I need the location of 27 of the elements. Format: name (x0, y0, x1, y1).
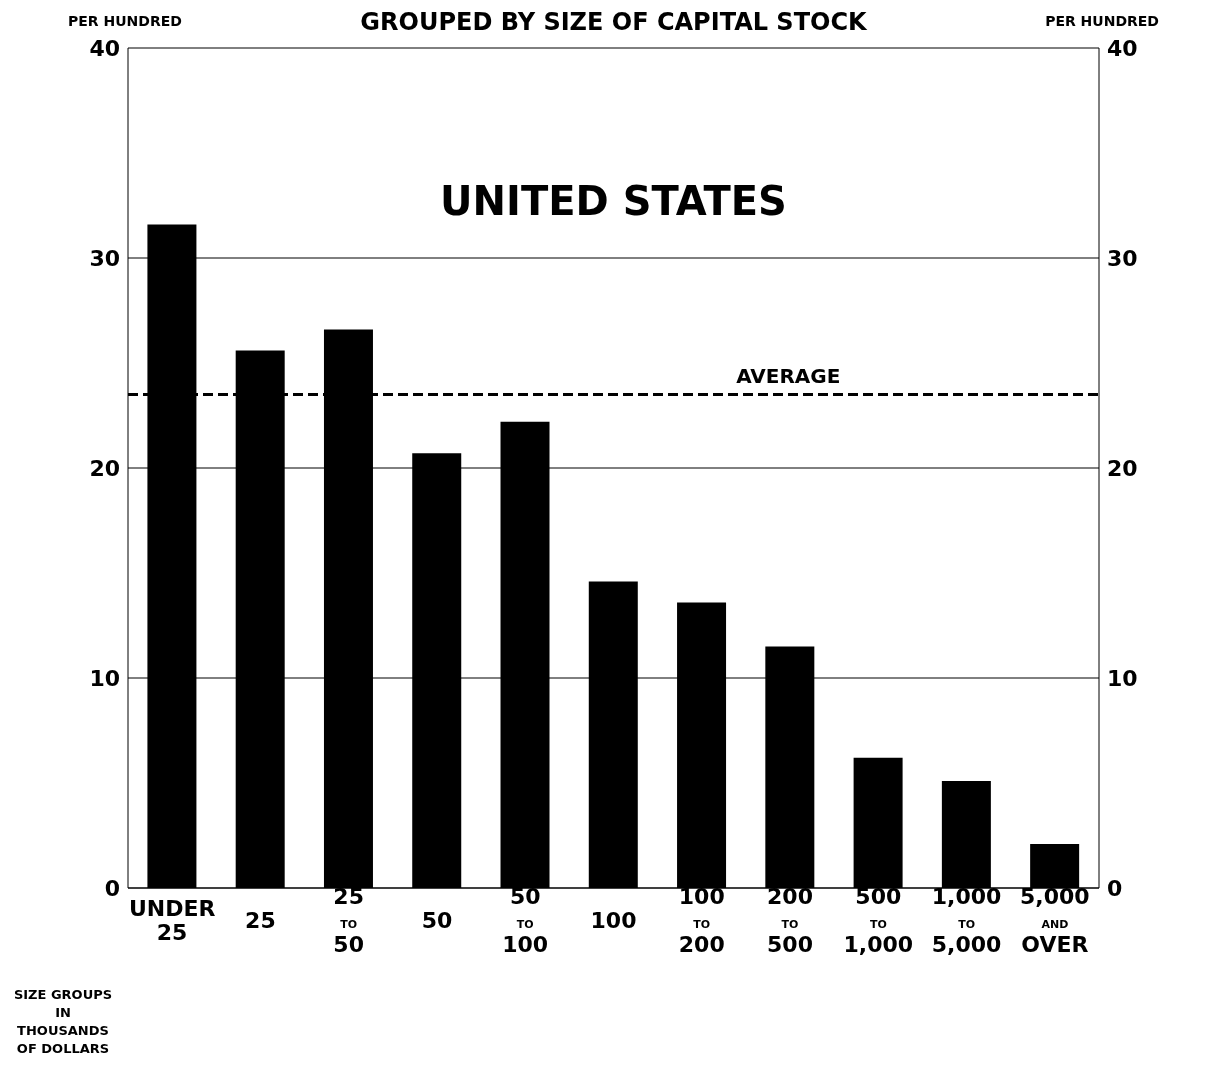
chart-title: GROUPED BY SIZE OF CAPITAL STOCK (360, 8, 867, 36)
x-tick-label: 100 (590, 908, 637, 933)
y2-tick-label: 20 (1107, 455, 1138, 481)
x-tick-label: UNDER 25 (128, 896, 216, 945)
x-tick-label: 500 TO 1,000 (843, 884, 914, 957)
ref-line-label: AVERAGE (736, 363, 841, 388)
y-tick-label: 10 (89, 665, 120, 691)
y2-tick-label: 40 (1107, 35, 1138, 61)
y-tick-label: 30 (89, 245, 120, 271)
x-tick-label: 50 TO 100 (502, 884, 549, 957)
x-tick-label: 25 (245, 908, 276, 933)
y-tick-label: 40 (89, 35, 120, 61)
y2-tick-label: 10 (1107, 665, 1138, 691)
x-tick-label: 50 (421, 908, 453, 933)
y2-tick-label: 0 (1107, 875, 1123, 901)
y2-tick-label: 30 (1107, 245, 1138, 271)
x-tick-label: 5,000 AND OVER (1020, 884, 1090, 957)
y-axis-title: PER HUNDRED (68, 13, 182, 29)
x-tick-label: 1,000 TO 5,000 (931, 884, 1002, 957)
x-axis-title: SIZE GROUPS IN THOUSANDS OF DOLLARS (12, 986, 114, 1058)
x-tick-label: 100 TO 200 (678, 884, 725, 957)
x-tick-label: 200 TO 500 (767, 884, 814, 957)
text: UNITED STATES (439, 178, 788, 224)
y2-axis-title: PER HUNDRED (1045, 13, 1159, 29)
y-tick-label: 20 (89, 455, 120, 481)
x-tick-label: 25 TO 50 (333, 884, 364, 957)
y-tick-label: 0 (104, 875, 120, 901)
